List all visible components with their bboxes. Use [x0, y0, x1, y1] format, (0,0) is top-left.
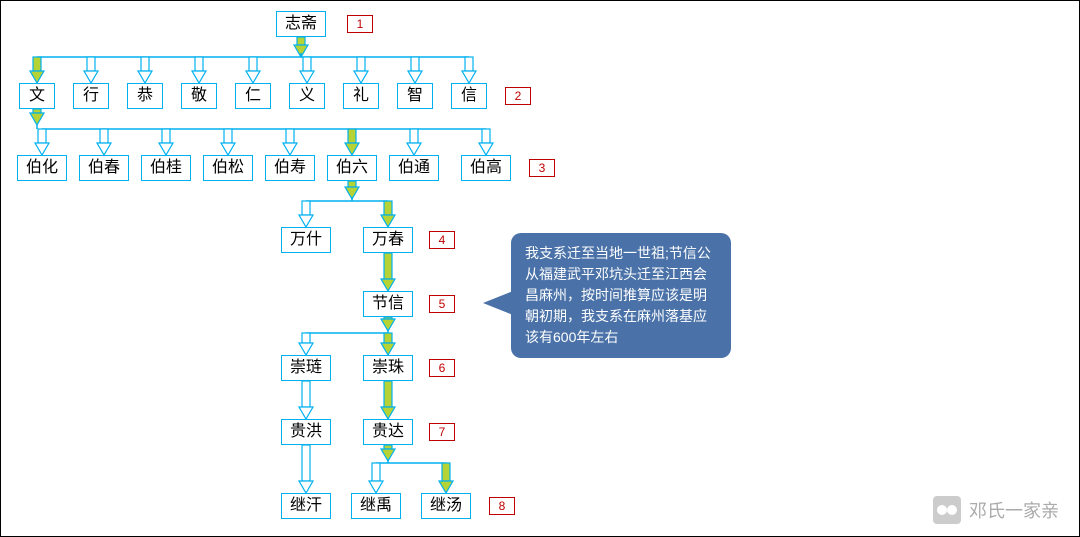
node-g3_botong: 伯通 [389, 155, 439, 181]
node-g2_xin: 信 [451, 83, 487, 109]
node-g2_jing: 敬 [181, 83, 217, 109]
generation-label-l1: 1 [347, 15, 373, 33]
node-g5_jiexin: 节信 [363, 291, 413, 317]
node-g2_xing: 行 [73, 83, 109, 109]
watermark-text: 邓氏一家亲 [969, 497, 1059, 523]
node-g2_yi: 义 [289, 83, 325, 109]
node-g2_ren: 仁 [235, 83, 271, 109]
generation-label-l6: 6 [429, 359, 455, 377]
node-g3_bochun: 伯春 [79, 155, 129, 181]
node-g4_wanchun: 万春 [363, 227, 413, 253]
node-g3_bohua: 伯化 [17, 155, 67, 181]
wechat-icon [933, 496, 961, 524]
node-g8_jihan: 继汗 [281, 493, 331, 519]
node-g3_bogui: 伯桂 [141, 155, 191, 181]
generation-label-l8: 8 [489, 497, 515, 515]
node-g3_boliu: 伯六 [327, 155, 377, 181]
node-g7_guida: 贵达 [363, 419, 413, 445]
node-g2_zhi: 智 [397, 83, 433, 109]
node-g8_jitang: 继汤 [421, 493, 471, 519]
node-g1_zhizhai: 志斋 [276, 11, 326, 37]
watermark: 邓氏一家亲 [933, 496, 1059, 524]
generation-label-l2: 2 [505, 87, 531, 105]
generation-label-l3: 3 [529, 159, 555, 177]
generation-label-l5: 5 [429, 295, 455, 313]
node-g7_guihong: 贵洪 [281, 419, 331, 445]
generation-label-l7: 7 [429, 423, 455, 441]
node-g2_gong: 恭 [127, 83, 163, 109]
node-g6_chongzhu: 崇珠 [363, 355, 413, 381]
callout-tail [483, 291, 513, 315]
node-g6_chonglian: 崇琏 [281, 355, 331, 381]
generation-label-l4: 4 [429, 231, 455, 249]
callout-note: 我支系迁至当地一世祖;节信公从福建武平邓坑头迁至江西会昌麻州，按时间推算应该是明… [511, 233, 731, 358]
node-g2_wen: 文 [19, 83, 55, 109]
node-g8_jiyu: 继禹 [351, 493, 401, 519]
node-g2_li: 礼 [343, 83, 379, 109]
node-g3_boshou: 伯寿 [265, 155, 315, 181]
node-g3_bosong: 伯松 [203, 155, 253, 181]
diagram-canvas: 志斋文行恭敬仁义礼智信伯化伯春伯桂伯松伯寿伯六伯通伯高万什 万春节信崇琏 崇珠贵洪 贵… [0, 0, 1080, 537]
node-g3_bogao: 伯高 [461, 155, 511, 181]
node-g4_wanshi: 万什 [281, 227, 331, 253]
